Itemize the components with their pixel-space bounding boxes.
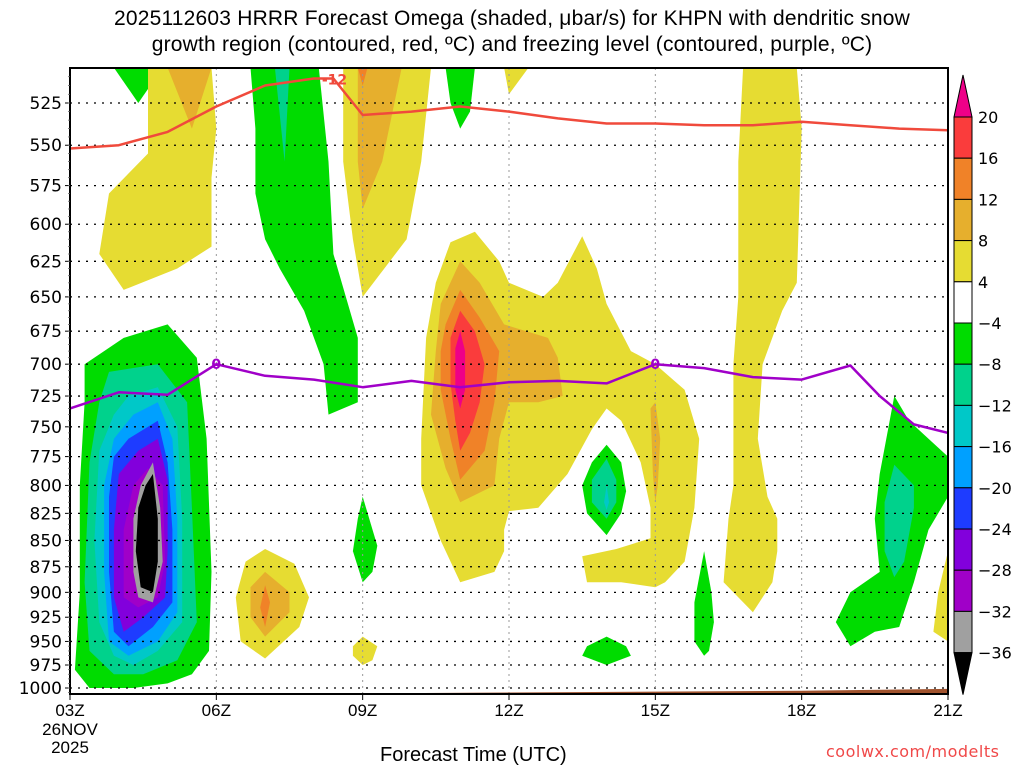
dendritic-growth-contour	[70, 77, 948, 150]
y-tick-label: 850	[30, 531, 62, 551]
x-tick-label: 15Z	[641, 701, 670, 720]
y-tick-label: 550	[30, 136, 62, 156]
x-axis-title: Forecast Time (UTC)	[380, 744, 567, 766]
y-tick-label: 800	[30, 476, 62, 496]
y-tick-label: 525	[30, 94, 62, 114]
y-tick-label: 750	[30, 418, 62, 438]
colorbar-bin	[953, 116, 973, 159]
omega-area	[357, 68, 368, 86]
colorbar-label: 4	[978, 273, 988, 292]
y-tick-label: 625	[30, 252, 62, 272]
colorbar-bin	[953, 363, 973, 406]
colorbar-bin	[953, 487, 973, 530]
terrain-fill	[70, 688, 948, 694]
y-axis: 525 550 575 600 625 650 675 700 725 750 775 800 825 8…	[19, 76, 70, 699]
omega-area	[352, 496, 378, 583]
omega-area	[352, 636, 378, 665]
x-date-day: 26NOV	[42, 720, 98, 739]
colorbar-bin	[953, 404, 973, 448]
colorbar-bin	[953, 569, 973, 612]
omega-area	[455, 331, 466, 409]
contour-lines: -12 0 0	[70, 72, 948, 435]
colorbar-label: −36	[978, 644, 1012, 663]
colorbar-label: −4	[978, 314, 1002, 333]
x-tick-label: 12Z	[494, 701, 523, 720]
omega-area	[933, 551, 948, 642]
colorbar-label: −8	[978, 355, 1002, 374]
omega-area	[99, 68, 217, 290]
omega-area	[723, 68, 802, 613]
colorbar-label: −32	[978, 602, 1012, 621]
colorbar-bin	[953, 240, 973, 283]
y-tick-label: 975	[30, 656, 62, 676]
title-line-1: 2025112603 HRRR Forecast Omega (shaded, …	[113, 7, 911, 30]
colorbar-label: 8	[978, 232, 988, 251]
omega-area	[884, 464, 914, 578]
terrain	[70, 688, 948, 694]
colorbar-label: 12	[978, 190, 998, 209]
omega-area	[274, 68, 290, 162]
contour-label-minus12: -12	[322, 72, 347, 88]
y-tick-label: 1000	[19, 679, 62, 699]
colorbar-bin	[953, 198, 973, 242]
omega-area	[135, 474, 158, 593]
colorbar-bin	[953, 528, 973, 571]
y-tick-label: 875	[30, 558, 62, 578]
colorbar-label: −16	[978, 438, 1012, 457]
colorbar-bin	[953, 610, 973, 654]
y-tick-label: 700	[30, 355, 62, 375]
y-tick-label: 650	[30, 288, 62, 308]
y-tick-label: 575	[30, 177, 62, 197]
freezing-level-contour	[70, 362, 948, 435]
omega-area	[504, 68, 529, 95]
colorbar-bin	[953, 446, 973, 489]
colorbar-label: −12	[978, 396, 1012, 415]
colorbar-label: 16	[978, 149, 998, 168]
credit-link[interactable]: coolwx.com/modelts	[826, 742, 1000, 761]
colorbar-label: 20	[978, 108, 998, 127]
chart-title: 2025112603 HRRR Forecast Omega (shaded, …	[0, 6, 1024, 58]
x-tick-label: 18Z	[787, 701, 816, 720]
y-tick-label: 900	[30, 583, 62, 603]
colorbar-bin	[953, 281, 973, 324]
contour-label-0: 0	[211, 357, 221, 373]
colorbar-arrow-bottom	[953, 652, 973, 695]
omega-area	[582, 636, 631, 665]
contour-label-0: 0	[650, 357, 660, 373]
omega-area	[591, 458, 617, 519]
colorbar-bin	[953, 157, 973, 200]
x-date-year: 2025	[51, 738, 89, 757]
colorbar-arrow-top	[953, 74, 973, 118]
colorbar: 20 16 12 8 4 −4 −8 −12 −16 −20 −24 −28 −32 −36	[953, 74, 1012, 695]
omega-area	[604, 485, 609, 510]
y-tick-label: 775	[30, 448, 62, 468]
y-tick-label: 925	[30, 608, 62, 628]
x-tick-label: 06Z	[202, 701, 231, 720]
colorbar-label: −20	[978, 479, 1012, 498]
colorbar-bin	[953, 322, 973, 365]
x-axis: 03Z 06Z 09Z 12Z 15Z 18Z 21Z	[55, 694, 963, 720]
y-tick-label: 600	[30, 215, 62, 235]
y-tick-label: 725	[30, 387, 62, 407]
omega-area	[694, 551, 714, 656]
y-tick-label: 950	[30, 632, 62, 652]
x-tick-label: 21Z	[933, 701, 962, 720]
omega-area	[445, 68, 475, 129]
x-tick-label: 09Z	[348, 701, 377, 720]
y-tick-label: 675	[30, 322, 62, 342]
x-tick-label: 03Z	[55, 701, 84, 720]
y-tick-label: 825	[30, 504, 62, 524]
title-line-2: growth region (contoured, red, ºC) and f…	[151, 33, 873, 56]
omega-area	[250, 571, 290, 637]
colorbar-label: −28	[978, 561, 1012, 580]
colorbar-label: −24	[978, 520, 1012, 539]
omega-area	[250, 68, 358, 415]
omega-area	[167, 68, 212, 129]
